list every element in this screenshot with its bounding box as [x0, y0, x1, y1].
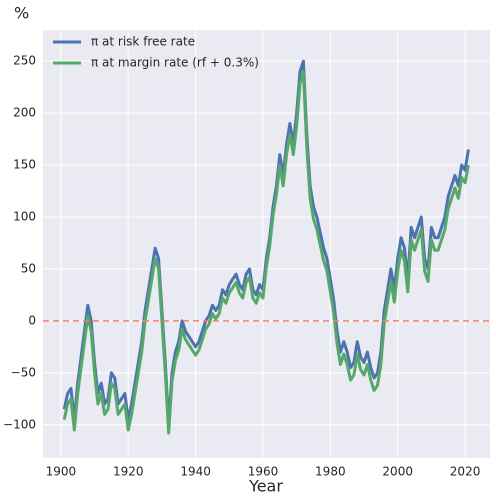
y-tick-label: 50: [21, 261, 36, 275]
y-tick-label: 200: [13, 106, 36, 120]
y-tick-label: 100: [13, 209, 36, 223]
x-tick-label: 1980: [315, 465, 346, 479]
x-tick-label: 2020: [450, 465, 481, 479]
y-tick-label: −50: [11, 365, 36, 379]
series-line: [62, 70, 470, 435]
x-tick-label: 1920: [113, 465, 144, 479]
y-tick-label: 250: [13, 54, 36, 68]
y-tick-label: −100: [3, 417, 36, 431]
y-tick-label: 0: [28, 313, 36, 327]
x-tick-label: 1960: [248, 465, 279, 479]
x-tick-label: 1940: [180, 465, 211, 479]
x-tick-label: 2000: [382, 465, 413, 479]
legend: π at risk free rate π at margin rate (rf …: [53, 35, 259, 70]
legend-label: π at risk free rate: [91, 35, 195, 49]
lines: [43, 59, 490, 435]
y-tick-label: 150: [13, 158, 36, 172]
x-axis-label: Year: [248, 477, 283, 496]
legend-label: π at margin rate (rf + 0.3%): [91, 56, 259, 70]
y-axis-label: %: [14, 4, 29, 23]
x-tick-label: 1900: [46, 465, 77, 479]
